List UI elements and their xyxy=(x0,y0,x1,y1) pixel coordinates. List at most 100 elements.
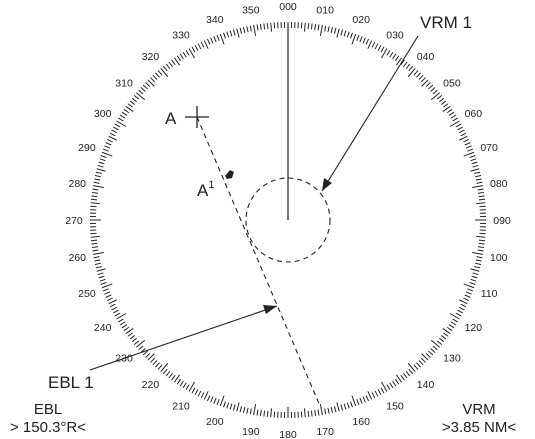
bearing-tick xyxy=(442,106,451,112)
bearing-tick xyxy=(155,362,160,368)
bearing-tick xyxy=(416,72,421,78)
bearing-label-050: 050 xyxy=(443,77,461,89)
bearing-tick xyxy=(207,395,211,402)
bearing-tick xyxy=(98,275,105,279)
bearing-tick xyxy=(470,158,477,162)
bearing-tick xyxy=(171,375,176,381)
bearing-tick xyxy=(188,381,195,392)
bearing-tick xyxy=(97,272,104,276)
bearing-tick xyxy=(92,251,104,255)
bearing-tick xyxy=(229,403,233,410)
bearing-tick xyxy=(101,283,113,289)
bearing-tick xyxy=(340,29,344,36)
bearing-tick xyxy=(303,22,306,32)
bearing-tick xyxy=(109,303,116,308)
bearing-tick xyxy=(464,294,471,298)
bearing-tick xyxy=(249,408,252,415)
bearing-tick xyxy=(407,67,416,78)
bearing-tick xyxy=(118,318,124,323)
bearing-tick xyxy=(469,155,476,158)
bearing-tick xyxy=(168,61,173,67)
bearing-label-180: 180 xyxy=(279,429,297,439)
bearing-scale-ticks xyxy=(90,22,486,418)
vrm-circle xyxy=(245,177,331,263)
bearing-tick xyxy=(213,397,217,404)
bearing-tick xyxy=(330,26,334,34)
bearing-tick xyxy=(246,407,249,414)
bearing-tick xyxy=(152,74,158,80)
bearing-tick xyxy=(174,374,180,383)
bearing-tick xyxy=(239,27,243,34)
ebl-callout-line xyxy=(89,305,278,371)
bearing-tick xyxy=(191,46,196,53)
bearing-tick xyxy=(396,374,402,383)
bearing-tick xyxy=(430,87,436,92)
ebl-line xyxy=(196,116,321,407)
bearing-tick xyxy=(129,335,135,340)
bearing-tick xyxy=(438,97,445,103)
bearing-tick xyxy=(131,97,138,103)
bearing-tick xyxy=(119,321,126,326)
bearing-label-260: 260 xyxy=(68,252,86,264)
bearing-tick xyxy=(171,59,176,65)
bearing-tick xyxy=(256,24,259,31)
bearing-tick xyxy=(125,328,134,334)
bearing-tick xyxy=(327,26,330,33)
bearing-tick xyxy=(213,36,217,43)
bearing-tick xyxy=(168,373,173,379)
bearing-tick xyxy=(478,191,485,194)
bearing-tick xyxy=(463,151,475,157)
bearing-tick xyxy=(314,23,317,30)
bearing-tick xyxy=(114,123,121,128)
bearing-tick xyxy=(381,48,388,59)
bearing-tick xyxy=(94,262,102,266)
bearing-tick xyxy=(182,382,187,389)
bearing-tick xyxy=(129,100,135,105)
bearing-tick xyxy=(135,339,146,348)
bearing-tick xyxy=(157,70,163,76)
bearing-tick xyxy=(460,303,467,308)
bearing-tick xyxy=(226,402,230,409)
bearing-tick xyxy=(116,120,127,127)
bearing-tick xyxy=(389,51,394,58)
bearing-tick xyxy=(436,340,443,345)
bearing-tick xyxy=(467,288,474,292)
bearing-tick xyxy=(91,198,98,201)
bearing-tick xyxy=(106,139,113,143)
bearing-tick xyxy=(93,256,100,259)
bearing-tick xyxy=(191,387,196,394)
bearing-tick xyxy=(114,312,121,317)
bearing-tick xyxy=(476,235,486,238)
bearing-tick xyxy=(127,332,133,337)
bearing-tick xyxy=(256,409,259,416)
bearing-label-300: 300 xyxy=(94,108,112,120)
bearing-tick xyxy=(418,74,424,80)
bearing-tick xyxy=(359,397,363,404)
bearing-tick xyxy=(101,151,113,157)
bearing-tick xyxy=(458,129,465,134)
bearing-tick xyxy=(104,291,111,295)
bearing-tick xyxy=(116,313,127,320)
bearing-tick xyxy=(457,126,464,131)
bearing-tick xyxy=(197,43,202,50)
bearing-tick xyxy=(91,191,98,194)
bearing-tick xyxy=(478,195,485,198)
bearing-tick xyxy=(145,82,151,87)
bearing-tick xyxy=(416,362,421,368)
bearing-tick xyxy=(367,391,373,400)
bearing-tick xyxy=(263,23,266,30)
ebl-callout-arrowhead xyxy=(263,305,277,314)
bearing-tick xyxy=(197,390,202,397)
bearing-tick xyxy=(470,278,477,282)
bearing-tick xyxy=(403,61,408,67)
bearing-tick xyxy=(111,306,118,311)
bearing-tick xyxy=(105,294,112,298)
bearing-tick xyxy=(223,32,226,39)
bearing-tick xyxy=(319,404,323,416)
bearing-label-120: 120 xyxy=(465,322,483,334)
bearing-tick xyxy=(450,114,457,119)
bearing-tick xyxy=(478,246,485,249)
bearing-tick xyxy=(91,195,98,198)
bearing-label-310: 310 xyxy=(115,77,133,89)
